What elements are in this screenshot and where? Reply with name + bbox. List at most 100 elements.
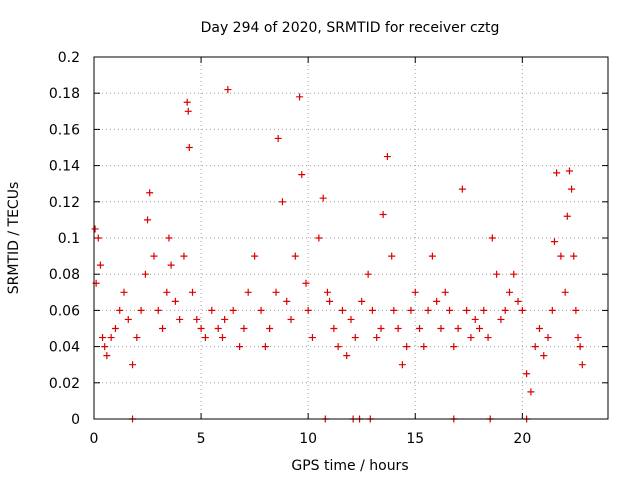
data-point: [111, 325, 119, 332]
data-point: [141, 270, 149, 278]
data-point: [120, 288, 128, 296]
data-point: [129, 361, 137, 369]
data-point: [527, 388, 535, 396]
data-point: [518, 306, 526, 314]
data-point: [107, 334, 115, 342]
data-point: [251, 252, 259, 260]
data-point: [523, 370, 531, 378]
data-point: [154, 306, 162, 314]
data-point: [351, 334, 359, 342]
data-point: [454, 325, 462, 332]
data-point: [183, 98, 191, 106]
data-point: [319, 194, 327, 202]
data-point: [563, 212, 571, 220]
data-point: [398, 361, 406, 369]
data-point: [94, 234, 102, 242]
data-point: [497, 315, 505, 323]
data-point: [224, 86, 232, 94]
data-point: [428, 252, 436, 260]
data-point: [208, 306, 216, 314]
data-point: [185, 144, 193, 151]
data-point: [171, 297, 179, 305]
data-point: [476, 325, 483, 332]
data-point: [407, 306, 415, 314]
data-point: [467, 334, 475, 342]
data-point: [304, 306, 312, 314]
y-tick-label: 0.16: [49, 122, 80, 138]
data-point: [334, 343, 342, 351]
data-point: [257, 306, 265, 314]
y-tick-label: 0.02: [49, 376, 80, 392]
y-tick-label: 0.2: [58, 50, 80, 66]
data-point: [403, 343, 411, 351]
data-point: [553, 169, 561, 177]
data-point: [272, 288, 280, 296]
data-point: [505, 288, 513, 296]
data-point: [544, 334, 552, 342]
y-tick-label: 0.08: [49, 267, 80, 283]
data-point: [165, 234, 173, 242]
data-point: [266, 325, 274, 332]
data-point: [480, 306, 488, 314]
data-point: [244, 288, 252, 296]
data-point: [137, 306, 145, 314]
data-points: [91, 86, 586, 423]
data-point: [338, 306, 346, 314]
data-point: [330, 325, 338, 332]
y-tick-label: 0: [71, 412, 80, 428]
data-point: [189, 288, 197, 296]
data-point: [561, 288, 569, 296]
data-point: [358, 297, 366, 305]
data-point: [548, 306, 556, 314]
data-point: [540, 352, 548, 360]
data-point: [201, 334, 209, 342]
data-point: [291, 252, 299, 260]
data-point: [240, 325, 248, 332]
data-point: [91, 225, 99, 233]
data-point: [416, 325, 424, 332]
data-point: [550, 238, 558, 246]
data-point: [221, 315, 229, 323]
x-tick-label: 10: [299, 431, 317, 447]
x-tick-label: 5: [197, 431, 206, 447]
axis-ticks: 0 0.02 0.04 0.06 0.08 0.1 0.12 0.14 0.16 0.18 0.2 0…: [49, 50, 608, 447]
data-point: [574, 334, 582, 342]
data-point: [450, 343, 458, 351]
data-point: [388, 252, 396, 260]
data-point: [446, 306, 454, 314]
data-point: [383, 153, 391, 161]
data-point: [347, 315, 355, 323]
data-point: [424, 306, 432, 314]
data-point: [167, 261, 175, 269]
data-point: [373, 334, 381, 342]
data-point: [572, 306, 580, 314]
data-point: [236, 343, 244, 351]
y-tick-label: 0.18: [49, 86, 80, 102]
data-point: [576, 343, 584, 351]
grid-lines: [94, 57, 608, 419]
data-point: [184, 107, 192, 115]
data-point: [150, 252, 158, 260]
data-point: [411, 288, 419, 296]
data-point: [159, 325, 167, 332]
data-point: [568, 185, 576, 193]
data-point: [433, 297, 441, 305]
y-tick-label: 0.1: [58, 231, 80, 247]
data-point: [493, 270, 501, 278]
data-point: [176, 315, 184, 323]
data-point: [296, 93, 304, 101]
data-point: [124, 315, 132, 323]
data-point: [394, 325, 402, 332]
data-point: [377, 325, 385, 332]
data-point: [278, 198, 286, 206]
data-point: [501, 306, 509, 314]
data-point: [463, 306, 471, 314]
data-point: [298, 171, 306, 179]
data-point: [197, 325, 205, 332]
data-point: [535, 325, 543, 332]
data-point: [484, 334, 492, 342]
data-point: [193, 315, 201, 323]
data-point: [390, 306, 398, 314]
data-point: [510, 270, 518, 278]
